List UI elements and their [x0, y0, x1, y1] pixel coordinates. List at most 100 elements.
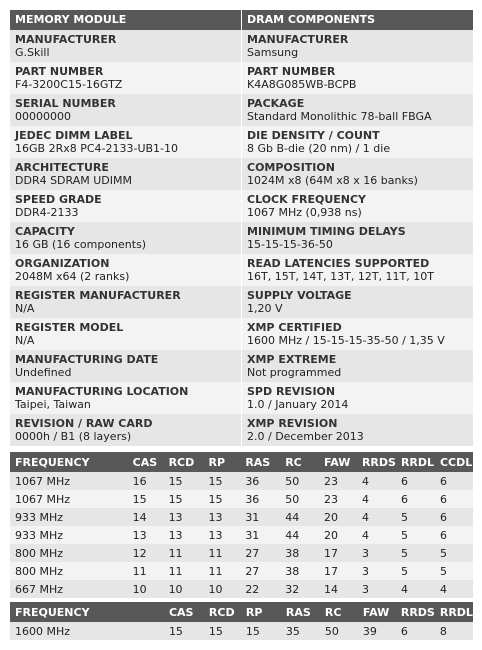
spec-label: ARCHITECTURE: [15, 161, 109, 174]
table-cell: 15: [240, 622, 281, 640]
spec-label: COMPOSITION: [247, 161, 335, 174]
spec-label: XMP EXTREME: [247, 353, 337, 366]
table-cell: 39: [357, 622, 396, 640]
spec-value: 16T, 15T, 14T, 13T, 12T, 11T, 10T: [247, 270, 434, 283]
spec-label: SPD REVISION: [247, 385, 336, 398]
table-cell: 14: [319, 580, 357, 598]
column-header: RRDL: [395, 452, 435, 472]
xmp-timings-header-row: FREQUENCY CAS RCD RP RAS RC FAW RRDS RRDL: [10, 602, 473, 622]
table-cell: 13: [127, 526, 164, 544]
table-cell: 15: [163, 622, 204, 640]
table-row: 800 MHz 11 11 11 27 38 17 3 5 5: [10, 562, 473, 580]
table-cell: 1600 MHz: [10, 622, 128, 640]
table-cell: 32: [280, 580, 320, 598]
table-cell: 11: [203, 562, 241, 580]
spec-label: MANUFACTURER: [15, 33, 117, 46]
column-header: FAW: [357, 602, 396, 622]
column-header: [127, 602, 164, 622]
table-cell: 15: [203, 622, 241, 640]
table-cell: 17: [319, 544, 357, 562]
spec-field: PART NUMBER F4-3200C15-16GTZ: [10, 62, 241, 94]
spec-label: PART NUMBER: [15, 65, 104, 78]
column-header: CCDL: [434, 452, 473, 472]
spec-label: SPEED GRADE: [15, 193, 102, 206]
table-row: 1600 MHz 15 15 15 35 50 39 6 8: [10, 622, 473, 640]
table-cell: 13: [203, 526, 241, 544]
spec-value: 15-15-15-36-50: [247, 238, 333, 251]
column-header: RC: [280, 452, 320, 472]
table-cell: 4: [356, 508, 396, 526]
spec-value: 1600 MHz / 15-15-15-35-50 / 1,35 V: [247, 334, 445, 347]
spec-field: XMP CERTIFIED 1600 MHz / 15-15-15-35-50 /…: [242, 318, 473, 350]
spec-field: PART NUMBER K4A8G085WB-BCPB: [242, 62, 473, 94]
dram-components-fields: MANUFACTURER Samsung PART NUMBER K4A8G085WB…: [242, 30, 473, 446]
xmp-timings-table: FREQUENCY CAS RCD RP RAS RC FAW RRDS RRDL 1600 M…: [10, 602, 473, 640]
spec-value: Undefined: [15, 366, 72, 379]
column-header: FAW: [319, 452, 357, 472]
table-cell: [127, 622, 164, 640]
spec-value: 1.0 / January 2014: [247, 398, 349, 411]
spec-field: MANUFACTURER Samsung: [242, 30, 473, 62]
spec-value: DDR4-2133: [15, 206, 79, 219]
table-cell: 17: [319, 562, 357, 580]
table-cell: 44: [280, 526, 320, 544]
spec-label: PART NUMBER: [247, 65, 336, 78]
table-cell: 31: [240, 508, 281, 526]
spec-label: MANUFACTURING DATE: [15, 353, 159, 366]
memory-module-section: MEMORY MODULE MANUFACTURER G.Skill PART NU…: [10, 10, 241, 446]
table-cell: 5: [434, 562, 473, 580]
table-cell: 11: [163, 544, 204, 562]
spec-value: N/A: [15, 334, 35, 347]
jedec-timings-table: FREQUENCY CAS RCD RP RAS RC FAW RRDS RRDL CCDL 10…: [10, 452, 473, 598]
spec-label: CAPACITY: [15, 225, 75, 238]
table-row: 667 MHz 10 10 10 22 32 14 3 4 4: [10, 580, 473, 598]
spec-field: REVISION / RAW CARD 0000h / B1 (8 layers): [10, 414, 241, 446]
table-cell: 933 MHz: [10, 526, 128, 544]
spec-field: ARCHITECTURE DDR4 SDRAM UDIMM: [10, 158, 241, 190]
column-header: RP: [240, 602, 281, 622]
table-cell: 31: [240, 526, 281, 544]
table-cell: 13: [163, 526, 204, 544]
spec-field: MINIMUM TIMING DELAYS 15-15-15-36-50: [242, 222, 473, 254]
spec-value: 00000000: [15, 110, 71, 123]
table-cell: 15: [127, 490, 164, 508]
table-cell: 3: [356, 562, 396, 580]
table-cell: 1067 MHz: [10, 472, 128, 490]
table-cell: 38: [280, 562, 320, 580]
spec-field: CAPACITY 16 GB (16 components): [10, 222, 241, 254]
spec-label: CLOCK FREQUENCY: [247, 193, 367, 206]
spec-value: Samsung: [247, 46, 299, 59]
spec-label: XMP CERTIFIED: [247, 321, 342, 334]
table-cell: 35: [280, 622, 320, 640]
table-row: 1067 MHz 16 15 15 36 50 23 4 6 6: [10, 472, 473, 490]
table-row: 1067 MHz 15 15 15 36 50 23 4 6 6: [10, 490, 473, 508]
jedec-timings-header-row: FREQUENCY CAS RCD RP RAS RC FAW RRDS RRDL CCDL: [10, 452, 473, 472]
table-cell: 23: [319, 472, 357, 490]
column-header: RAS: [240, 452, 281, 472]
spec-label: READ LATENCIES SUPPORTED: [247, 257, 430, 270]
spec-value: Taipei, Taiwan: [15, 398, 91, 411]
spec-value: 16GB 2Rx8 PC4-2133-UB1-10: [15, 142, 179, 155]
spec-value: 8 Gb B-die (20 nm) / 1 die: [247, 142, 391, 155]
spec-label: MANUFACTURER: [247, 33, 349, 46]
table-cell: 10: [127, 580, 164, 598]
table-cell: 44: [280, 508, 320, 526]
spec-value: 1024M x8 (64M x8 x 16 banks): [247, 174, 418, 187]
table-cell: 1067 MHz: [10, 490, 128, 508]
spec-label: ORGANIZATION: [15, 257, 110, 270]
spec-field: MANUFACTURING LOCATION Taipei, Taiwan: [10, 382, 241, 414]
spec-field: DIE DENSITY / COUNT 8 Gb B-die (20 nm) / …: [242, 126, 473, 158]
table-cell: 36: [240, 490, 281, 508]
table-cell: 5: [434, 544, 473, 562]
spec-value: Not programmed: [247, 366, 342, 379]
column-header: CAS: [163, 602, 204, 622]
table-cell: 5: [395, 508, 435, 526]
table-cell: 16: [127, 472, 164, 490]
table-cell: 8: [434, 622, 473, 640]
table-cell: 15: [203, 490, 241, 508]
table-cell: 15: [163, 490, 204, 508]
column-header: RRDL: [434, 602, 473, 622]
spec-field: SPEED GRADE DDR4-2133: [10, 190, 241, 222]
table-cell: 50: [280, 490, 320, 508]
spec-field: SERIAL NUMBER 00000000: [10, 94, 241, 126]
